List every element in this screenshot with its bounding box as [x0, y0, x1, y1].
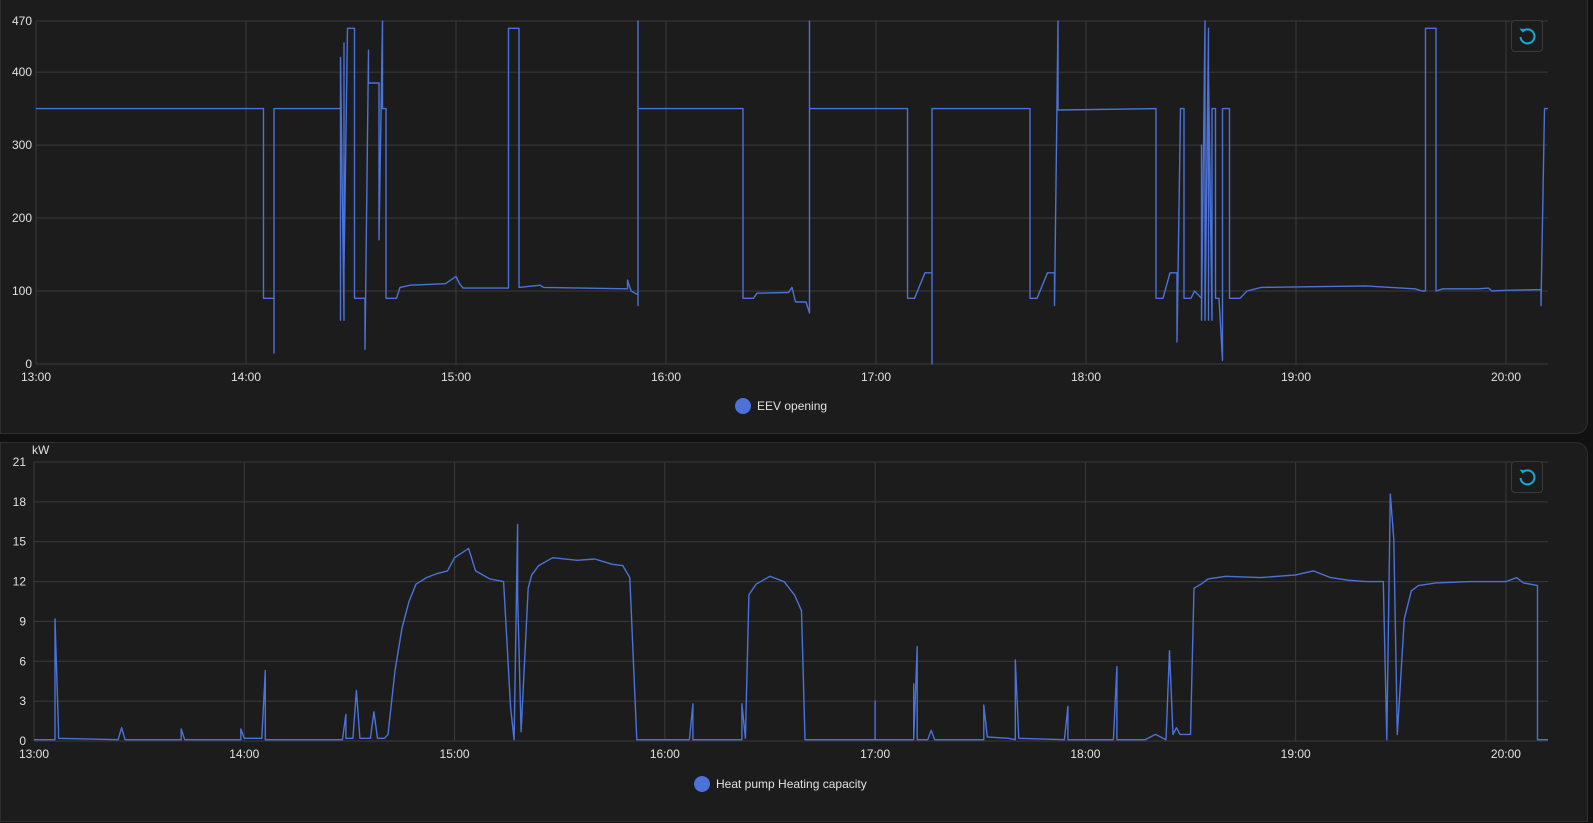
eev-opening-chart: 0 100 200 300 400 470 13:00 14:00 15:00 16:00 17:0… — [12, 14, 1548, 384]
x-tick-label: 16:00 — [650, 747, 680, 761]
y-tick-label: 18 — [13, 495, 27, 509]
y-tick-label: 21 — [13, 455, 27, 469]
y-tick-label: 9 — [19, 614, 26, 628]
legend-color-dot — [694, 776, 710, 792]
legend-item[interactable]: EEV opening — [735, 398, 827, 414]
x-tick-label: 16:00 — [651, 370, 681, 384]
y-tick-label: 3 — [19, 694, 26, 708]
heating-capacity-chart: 0 3 6 9 12 15 18 21 13:00 14:00 15:00 16:00 17:00 18:… — [13, 455, 1548, 761]
x-tick-label: 13:00 — [21, 370, 51, 384]
y-tick-label: 400 — [12, 65, 32, 79]
y-tick-label: 15 — [13, 535, 27, 549]
y-tick-label: 300 — [12, 138, 32, 152]
legend-label: Heat pump Heating capacity — [716, 777, 867, 791]
x-tick-label: 15:00 — [440, 747, 470, 761]
x-tick-label: 14:00 — [229, 747, 259, 761]
y-axis-unit: kW — [32, 443, 50, 457]
x-tick-label: 19:00 — [1281, 370, 1311, 384]
y-tick-label: 200 — [12, 211, 32, 225]
reset-zoom-button[interactable] — [1511, 461, 1543, 493]
x-tick-label: 19:00 — [1281, 747, 1311, 761]
heating-capacity-card: 0 3 6 9 12 15 18 21 13:00 14:00 15:00 16:00 17:00 18:… — [0, 442, 1588, 822]
eev-opening-card: 0 100 200 300 400 470 13:00 14:00 15:00 16:00 17:0… — [0, 0, 1588, 434]
y-tick-label: 6 — [19, 654, 26, 668]
legend-color-dot — [735, 398, 751, 414]
x-tick-label: 15:00 — [441, 370, 471, 384]
reset-zoom-icon — [1519, 469, 1536, 486]
y-tick-label: 100 — [12, 284, 32, 298]
series-line — [36, 20, 1548, 365]
y-tick-label: 12 — [13, 575, 27, 589]
x-tick-label: 18:00 — [1071, 370, 1101, 384]
y-tick-label: 470 — [12, 14, 32, 28]
y-tick-label: 0 — [19, 734, 26, 748]
x-tick-label: 13:00 — [19, 747, 49, 761]
y-tick-label: 0 — [25, 357, 32, 371]
reset-zoom-icon — [1519, 28, 1536, 45]
x-tick-label: 20:00 — [1491, 747, 1521, 761]
x-tick-label: 14:00 — [231, 370, 261, 384]
legend-item[interactable]: Heat pump Heating capacity — [694, 776, 867, 792]
legend-label: EEV opening — [757, 399, 828, 413]
x-tick-label: 17:00 — [861, 370, 891, 384]
series-line — [34, 493, 1548, 741]
reset-zoom-button[interactable] — [1511, 20, 1543, 52]
x-tick-label: 18:00 — [1070, 747, 1100, 761]
x-tick-label: 17:00 — [860, 747, 890, 761]
x-tick-label: 20:00 — [1491, 370, 1521, 384]
